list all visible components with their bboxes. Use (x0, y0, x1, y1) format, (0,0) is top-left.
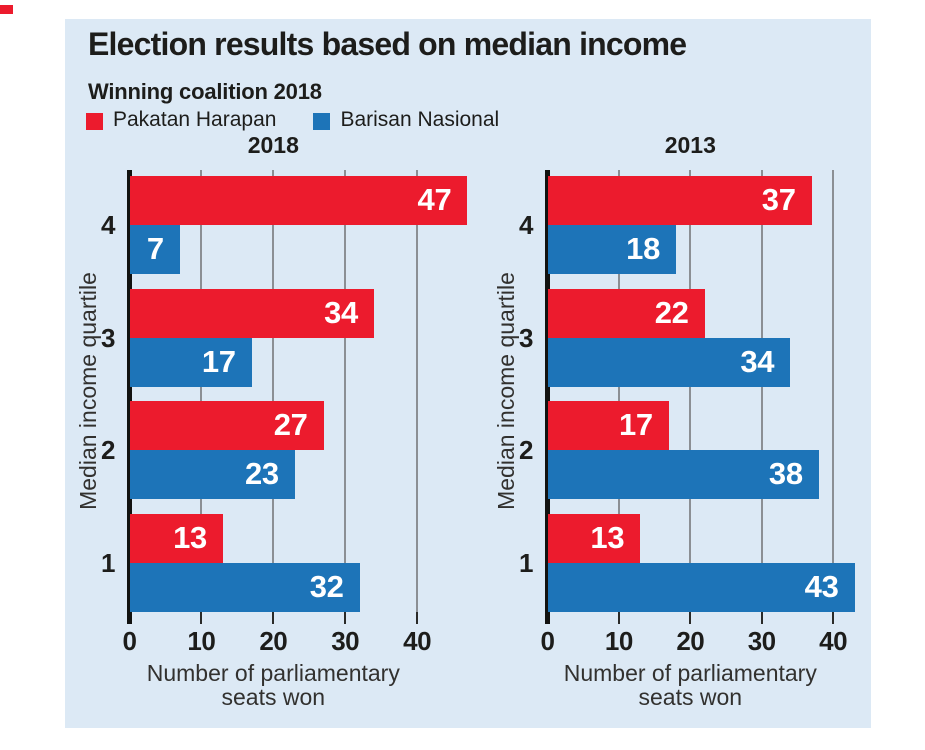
gridline (760, 170, 763, 612)
tick-mark (200, 612, 203, 624)
x-tick-label: 20 (676, 626, 705, 656)
bar-value-label: 27 (273, 407, 308, 442)
chart-title-2018: 2018 (247, 132, 299, 158)
x-tick-label: 30 (331, 626, 360, 656)
bar-pakatan-harapan (129, 176, 468, 225)
bar-value-label: 37 (761, 182, 796, 217)
tick-mark (760, 612, 763, 624)
tick-mark (832, 612, 835, 624)
legend-swatch-barisan-nasional-icon (313, 112, 331, 130)
bar-barisan-nasional (129, 562, 360, 612)
y-axis-label: Median income quartile (75, 272, 101, 510)
bar-pakatan-harapan (547, 176, 812, 225)
bar-pakatan-harapan (547, 401, 669, 450)
bar-barisan-nasional (547, 562, 855, 612)
gridline (617, 170, 620, 612)
legend-swatch-pakatan-harapan-icon (86, 112, 103, 130)
bar-value-label: 13 (173, 519, 207, 555)
bar-value-label: 17 (618, 407, 653, 442)
brand-red-tab (0, 5, 13, 14)
x-axis-caption-line: Number of parliamentary (146, 660, 400, 686)
bar-pakatan-harapan (129, 513, 223, 563)
tick-mark (416, 612, 419, 624)
bar-barisan-nasional (129, 450, 295, 499)
x-tick-label: 30 (747, 626, 776, 656)
gridline (416, 170, 419, 612)
y-axis-line (545, 170, 550, 624)
x-axis-caption: Number of parliamentary seats won (520, 661, 860, 709)
category-label-quartile-3: 3 (519, 322, 534, 353)
bar-value-label: 34 (324, 294, 358, 330)
x-axis-caption-line: seats won (638, 684, 743, 710)
x-tick-label: 0 (540, 626, 555, 656)
bar-value-label: 7 (146, 231, 164, 266)
gridline (344, 170, 347, 612)
tick-mark (272, 612, 275, 624)
bar-value-label: 23 (244, 456, 279, 491)
y-axis-line (127, 170, 132, 624)
x-tick-label: 40 (403, 626, 432, 656)
category-label-quartile-1: 1 (519, 547, 534, 578)
bar-barisan-nasional (547, 225, 677, 274)
x-axis-caption-line: seats won (221, 684, 326, 710)
x-tick-label: 20 (259, 626, 288, 656)
gridline (832, 170, 835, 612)
gridline (689, 170, 692, 612)
bar-pakatan-harapan (129, 288, 374, 338)
chart-title-2013: 2013 (664, 132, 716, 158)
x-axis-caption: Number of parliamentary seats won (103, 661, 443, 709)
tick-mark (344, 612, 347, 624)
bar-value-label: 43 (804, 568, 839, 604)
legend-label-barisan-nasional: Barisan Nasional (340, 108, 500, 131)
x-tick-label: 10 (187, 626, 216, 656)
bar-value-label: 18 (626, 231, 661, 266)
bar-value-label: 38 (768, 456, 803, 491)
x-tick-label: 40 (819, 626, 848, 656)
bar-value-label: 34 (740, 343, 775, 379)
bar-barisan-nasional (547, 450, 819, 499)
bar-pakatan-harapan (547, 513, 641, 563)
category-label-quartile-2: 2 (101, 435, 116, 465)
x-axis-caption-line: Number of parliamentary (563, 660, 817, 686)
category-label-quartile-4: 4 (519, 210, 534, 240)
category-label-quartile-2: 2 (519, 435, 534, 465)
x-tick-label: 10 (604, 626, 633, 656)
x-tick-label: 0 (122, 626, 137, 656)
bar-pakatan-harapan (547, 288, 705, 338)
bar-barisan-nasional (547, 337, 791, 387)
bar-value-label: 47 (417, 182, 452, 217)
bar-pakatan-harapan (129, 401, 324, 450)
legend-label-pakatan-harapan: Pakatan Harapan (113, 108, 277, 131)
bar-value-label: 13 (590, 519, 625, 555)
bar-value-label: 17 (201, 343, 236, 379)
category-label-quartile-3: 3 (101, 322, 116, 353)
page-title: Election results based on median income (88, 26, 687, 62)
chart-subtitle: Winning coalition 2018 (88, 79, 322, 104)
tick-mark (617, 612, 620, 624)
tick-mark (689, 612, 692, 624)
gridline (200, 170, 203, 612)
bar-barisan-nasional (129, 337, 252, 387)
category-label-quartile-1: 1 (101, 547, 116, 578)
category-label-quartile-4: 4 (101, 210, 116, 240)
bar-value-label: 32 (309, 568, 344, 604)
y-axis-label: Median income quartile (493, 272, 519, 510)
bar-barisan-nasional (129, 225, 180, 274)
gridline (272, 170, 275, 612)
bar-value-label: 22 (654, 294, 689, 330)
legend: Pakatan Harapan Barisan Nasional (86, 108, 499, 132)
